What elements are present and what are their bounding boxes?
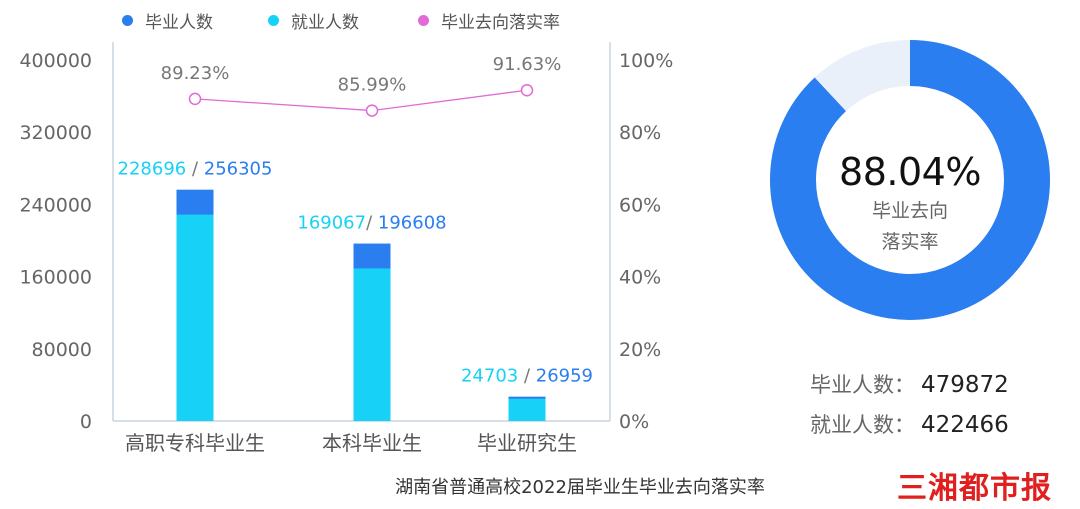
donut-percentage: 88.04%	[839, 150, 981, 194]
bar-label-separator: /	[518, 366, 536, 387]
bar-label-employed: 169067	[297, 213, 366, 234]
legend-item-graduates: 毕业人数	[122, 8, 213, 33]
x-tick-label: 毕业研究生	[477, 431, 577, 455]
rate-point	[365, 104, 379, 117]
total-employed-label: 就业人数：	[810, 413, 915, 437]
y-tick-label: 320000	[19, 122, 92, 144]
bar-label-graduates: 26959	[536, 366, 593, 387]
donut-fill	[770, 40, 1050, 320]
legend-item-rate: 毕业去向落实率	[418, 8, 560, 33]
legend-label-employed: 就业人数	[291, 13, 359, 33]
donut-center-text: 88.04% 毕业去向 落实率	[800, 150, 1020, 256]
x-tick-label: 本科毕业生	[322, 431, 422, 455]
bar-employed	[508, 398, 546, 421]
legend-label-rate: 毕业去向落实率	[441, 13, 560, 33]
total-graduates-value: 479872	[921, 372, 1009, 398]
rate-donut	[770, 40, 1050, 320]
y2-tick-label: 0%	[619, 411, 649, 433]
rate-point	[188, 92, 202, 106]
donut-caption-line1: 毕业去向	[871, 200, 948, 222]
rate-data-label: 89.23%	[161, 63, 230, 84]
legend-label-graduates: 毕业人数	[145, 13, 213, 33]
bar-data-label: 24703 / 26959	[461, 366, 593, 387]
y2-tick-label: 80%	[619, 122, 661, 144]
y-tick-label: 0	[80, 411, 92, 433]
y2-tick-label: 20%	[619, 339, 661, 361]
y-tick-label: 80000	[32, 339, 92, 361]
combo-chart: 0 80000 160000 240000 320000 400000 0% 20% 40% 60…	[19, 42, 673, 455]
brand-logo: 三湘都市报	[897, 471, 1052, 506]
bar-data-label: 169067/ 196608	[297, 213, 446, 234]
rate-point	[520, 83, 534, 97]
donut-caption-line2: 落实率	[881, 231, 939, 253]
rate-data-label: 91.63%	[493, 54, 562, 75]
y-tick-label: 400000	[19, 50, 92, 72]
bar-label-graduates: 256305	[204, 159, 273, 180]
legend-swatch-rate	[418, 15, 429, 26]
total-graduates: 毕业人数： 479872	[810, 369, 1009, 399]
bar-label-graduates: 196608	[378, 213, 447, 234]
legend-swatch-graduates	[122, 15, 133, 26]
total-employed-value: 422466	[921, 412, 1009, 438]
bar-employed	[176, 214, 214, 421]
rate-data-label: 85.99%	[338, 75, 407, 96]
total-graduates-label: 毕业人数：	[810, 373, 915, 397]
y-tick-label: 240000	[19, 194, 92, 216]
y2-tick-label: 100%	[619, 50, 673, 72]
bar-employed	[353, 268, 391, 421]
y2-tick-label: 40%	[619, 267, 661, 289]
bar-label-separator: /	[186, 159, 204, 180]
total-employed: 就业人数： 422466	[810, 409, 1009, 439]
bar-label-separator: /	[366, 213, 378, 234]
bar-label-employed: 24703	[461, 366, 518, 387]
bar-label-employed: 228696	[118, 159, 187, 180]
y2-tick-label: 60%	[619, 194, 661, 216]
legend-item-employed: 就业人数	[268, 8, 359, 33]
bar-data-label: 228696 / 256305	[118, 159, 273, 180]
legend-swatch-employed	[268, 15, 279, 26]
y-tick-label: 160000	[19, 267, 92, 289]
x-tick-label: 高职专科毕业生	[125, 431, 265, 455]
chart-caption: 湖南省普通高校2022届毕业生毕业去向落实率	[395, 477, 765, 498]
